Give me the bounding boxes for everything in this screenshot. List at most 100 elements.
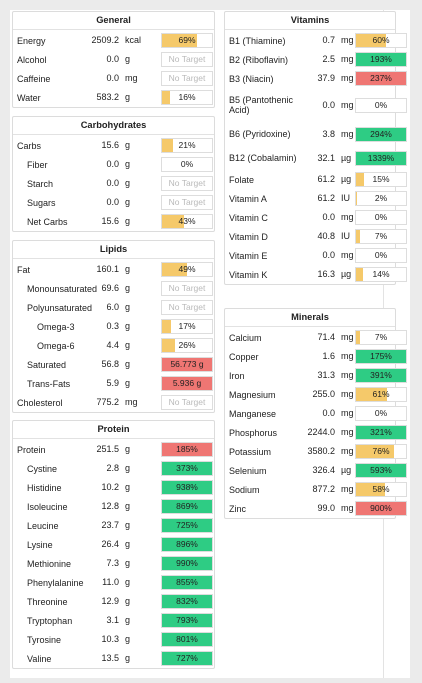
nutrient-row-energy[interactable]: Energy 2509.2 kcal 69% (13, 31, 214, 50)
progress-label: No Target (168, 283, 206, 293)
progress-fill (356, 152, 406, 165)
nutrient-row-vitamin-a[interactable]: Vitamin A 61.2 IU 2% (225, 189, 407, 208)
nutrient-row-calcium[interactable]: Calcium 71.4 mg 7% (225, 328, 407, 347)
nutrient-row-saturated[interactable]: Saturated 56.8 g 56.773 g (13, 355, 214, 374)
progress-fill (356, 173, 364, 186)
nutrient-amount: 0.0 (106, 73, 119, 83)
progress-fill (162, 557, 212, 570)
nutrient-unit: IU (341, 231, 350, 241)
nutrient-row-omega-6[interactable]: Omega-6 4.4 g 26% (13, 336, 214, 355)
nutrient-row-vitamin-e[interactable]: Vitamin E 0.0 mg 0% (225, 246, 407, 265)
target-progress-bar: No Target (161, 52, 213, 67)
nutrient-row-carbs[interactable]: Carbs 15.6 g 21% (13, 136, 214, 155)
nutrient-label: B1 (Thiamine) (229, 35, 286, 46)
target-progress-bar: 7% (355, 229, 407, 244)
nutrient-row-zinc[interactable]: Zinc 99.0 mg 900% (225, 499, 407, 518)
nutrient-row-fiber[interactable]: Fiber 0.0 g 0% (13, 155, 214, 174)
nutrient-row-tryptophan[interactable]: Tryptophan 3.1 g 793% (13, 611, 214, 630)
nutrient-row-b2-riboflavin[interactable]: B2 (Riboflavin) 2.5 mg 193% (225, 50, 407, 69)
progress-label: 391% (370, 370, 392, 380)
nutrient-row-tyrosine[interactable]: Tyrosine 10.3 g 801% (13, 630, 214, 649)
nutrient-unit: g (125, 92, 131, 102)
nutrient-label: Alcohol (17, 54, 47, 65)
nutrient-row-valine[interactable]: Valine 13.5 g 727% (13, 649, 214, 668)
nutrient-unit: g (125, 634, 131, 644)
nutrient-amount: 10.3 (101, 634, 119, 644)
nutrient-row-leucine[interactable]: Leucine 23.7 g 725% (13, 516, 214, 535)
progress-fill (356, 369, 406, 382)
nutrient-row-water[interactable]: Water 583.2 g 16% (13, 88, 214, 107)
nutrient-label: B3 (Niacin) (229, 73, 274, 84)
nutrient-amount: 31.3 (317, 370, 335, 380)
nutrient-row-iron[interactable]: Iron 31.3 mg 391% (225, 366, 407, 385)
nutrient-row-isoleucine[interactable]: Isoleucine 12.8 g 869% (13, 497, 214, 516)
nutrient-row-polyunsaturated[interactable]: Polyunsaturated 6.0 g No Target (13, 298, 214, 317)
nutrient-row-fat[interactable]: Fat 160.1 g 49% (13, 260, 214, 279)
nutrient-unit: g (125, 178, 131, 188)
nutrient-unit: g (125, 197, 131, 207)
nutrient-row-b12-cobalamin[interactable]: B12 (Cobalamin) 32.1 µg 1339% (225, 146, 407, 170)
nutrient-row-histidine[interactable]: Histidine 10.2 g 938% (13, 478, 214, 497)
progress-label: 0% (374, 250, 388, 260)
nutrient-unit: mg (341, 427, 354, 437)
nutrient-row-trans-fats[interactable]: Trans-Fats 5.9 g 5.936 g (13, 374, 214, 393)
nutrient-row-copper[interactable]: Copper 1.6 mg 175% (225, 347, 407, 366)
nutrient-unit: mg (341, 100, 354, 110)
progress-fill (356, 445, 394, 458)
nutrient-row-cystine[interactable]: Cystine 2.8 g 373% (13, 459, 214, 478)
progress-fill (162, 538, 212, 551)
nutrient-unit: mg (341, 332, 354, 342)
target-progress-bar: No Target (161, 300, 213, 315)
nutrient-row-selenium[interactable]: Selenium 326.4 µg 593% (225, 461, 407, 480)
progress-label: 727% (176, 653, 198, 663)
nutrient-amount: 0.0 (106, 178, 119, 188)
nutrient-row-lysine[interactable]: Lysine 26.4 g 896% (13, 535, 214, 554)
lipids-heading: Lipids (13, 241, 214, 259)
target-progress-bar: 1339% (355, 151, 407, 166)
nutrient-row-sodium[interactable]: Sodium 877.2 mg 58% (225, 480, 407, 499)
nutrient-row-omega-3[interactable]: Omega-3 0.3 g 17% (13, 317, 214, 336)
nutrient-unit: g (125, 140, 131, 150)
nutrient-amount: 56.8 (101, 359, 119, 369)
nutrient-row-phenylalanine[interactable]: Phenylalanine 11.0 g 855% (13, 573, 214, 592)
nutrient-row-alcohol[interactable]: Alcohol 0.0 g No Target (13, 50, 214, 69)
nutrient-row-potassium[interactable]: Potassium 3580.2 mg 76% (225, 442, 407, 461)
nutrient-row-cholesterol[interactable]: Cholesterol 775.2 mg No Target (13, 393, 214, 412)
nutrient-unit: g (125, 615, 131, 625)
nutrient-row-vitamin-d[interactable]: Vitamin D 40.8 IU 7% (225, 227, 407, 246)
nutrient-amount: 61.2 (317, 174, 335, 184)
nutrient-row-vitamin-k[interactable]: Vitamin K 16.3 µg 14% (225, 265, 407, 284)
nutrient-amount: 5.9 (106, 378, 119, 388)
nutrient-unit: mg (341, 370, 354, 380)
nutrient-row-phosphorus[interactable]: Phosphorus 2244.0 mg 321% (225, 423, 407, 442)
nutrient-row-b5-pantothenic-acid[interactable]: B5 (Pantothenic Acid) 0.0 mg 0% (225, 88, 407, 122)
nutrient-unit: IU (341, 193, 350, 203)
nutrient-label: Magnesium (229, 389, 276, 400)
nutrient-row-sugars[interactable]: Sugars 0.0 g No Target (13, 193, 214, 212)
nutrient-row-b3-niacin[interactable]: B3 (Niacin) 37.9 mg 237% (225, 69, 407, 88)
nutrient-row-starch[interactable]: Starch 0.0 g No Target (13, 174, 214, 193)
nutrient-row-b1-thiamine[interactable]: B1 (Thiamine) 0.7 mg 60% (225, 31, 407, 50)
progress-fill (162, 481, 212, 494)
nutrient-amount: 2.5 (322, 54, 335, 64)
target-progress-bar: 43% (161, 214, 213, 229)
progress-label: 593% (370, 465, 392, 475)
nutrient-row-methionine[interactable]: Methionine 7.3 g 990% (13, 554, 214, 573)
target-progress-bar: 185% (161, 442, 213, 457)
nutrient-row-magnesium[interactable]: Magnesium 255.0 mg 61% (225, 385, 407, 404)
nutrient-row-caffeine[interactable]: Caffeine 0.0 mg No Target (13, 69, 214, 88)
nutrient-row-monounsaturated[interactable]: Monounsaturated 69.6 g No Target (13, 279, 214, 298)
nutrient-amount: 32.1 (317, 153, 335, 163)
general-card: General Energy 2509.2 kcal 69% Alcohol 0.0 g No … (12, 11, 215, 108)
nutrient-row-b6-pyridoxine[interactable]: B6 (Pyridoxine) 3.8 mg 294% (225, 122, 407, 146)
vitamins-heading: Vitamins (225, 12, 395, 30)
nutrient-amount: 40.8 (317, 231, 335, 241)
nutrient-row-protein[interactable]: Protein 251.5 g 185% (13, 440, 214, 459)
nutrient-row-folate[interactable]: Folate 61.2 µg 15% (225, 170, 407, 189)
nutrient-row-threonine[interactable]: Threonine 12.9 g 832% (13, 592, 214, 611)
nutrient-row-manganese[interactable]: Manganese 0.0 mg 0% (225, 404, 407, 423)
nutrient-row-vitamin-c[interactable]: Vitamin C 0.0 mg 0% (225, 208, 407, 227)
nutrient-row-net-carbs[interactable]: Net Carbs 15.6 g 43% (13, 212, 214, 231)
target-progress-bar: 801% (161, 632, 213, 647)
nutrient-amount: 0.0 (322, 212, 335, 222)
